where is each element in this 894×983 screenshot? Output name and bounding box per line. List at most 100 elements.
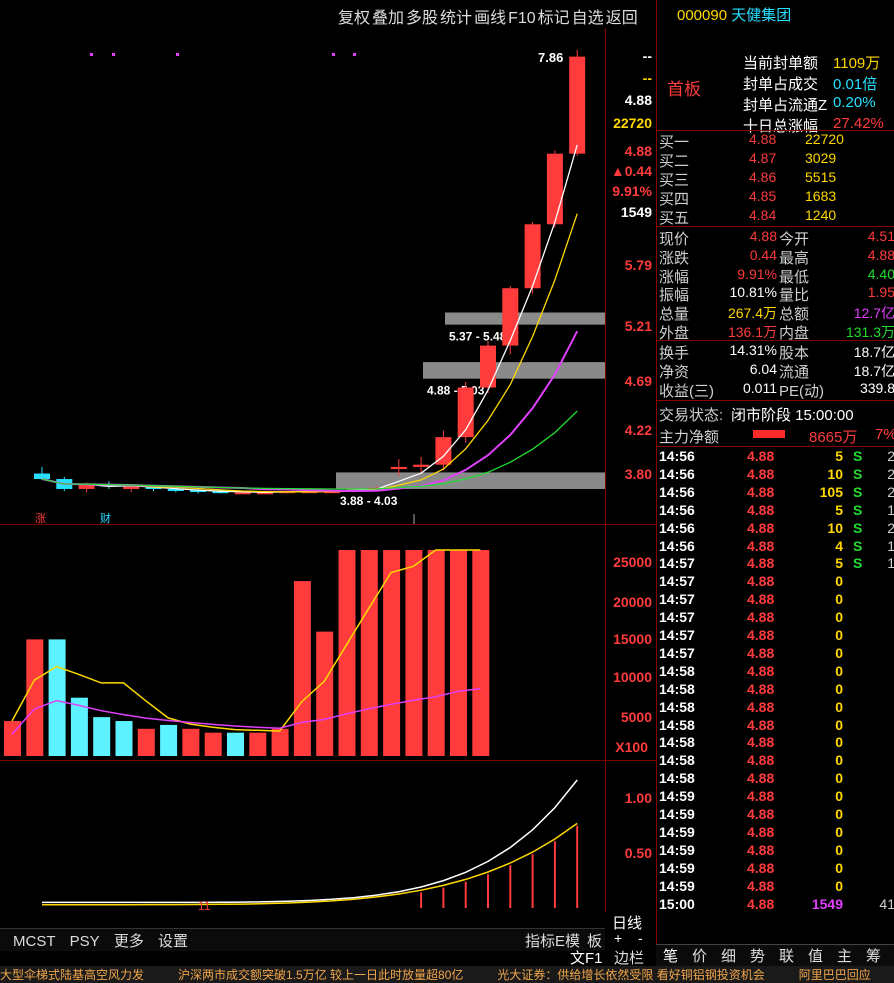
volume-bar-11[interactable] <box>249 732 267 756</box>
tab-3[interactable]: 势 <box>749 948 765 965</box>
tab-5[interactable]: 值 <box>807 948 823 965</box>
tick-time-12: 14:58 <box>659 662 695 679</box>
volume-bar-16[interactable] <box>360 550 378 756</box>
volume-bar-9[interactable] <box>204 732 222 756</box>
menu-item-3[interactable]: 统计 <box>440 10 473 27</box>
candle-7[interactable] <box>190 490 207 493</box>
tick-extra-5: 1 <box>887 537 894 554</box>
news-item-1[interactable]: 沪深两市成交额突破1.5万亿 较上一日此时放量超80亿 <box>178 968 464 982</box>
tick-price-10: 4.88 <box>747 627 775 643</box>
tick-volume-25: 1549 <box>811 895 843 912</box>
tick-row: 14:59 4.88 0 <box>657 860 894 878</box>
tick-volume-13: 0 <box>835 680 843 697</box>
volume-bar-21[interactable] <box>472 550 490 756</box>
menu-item-8[interactable]: 返回 <box>605 10 638 27</box>
tab-6[interactable]: 主 <box>836 948 852 965</box>
volume-bar-18[interactable] <box>405 550 423 756</box>
volume-bar-13[interactable] <box>293 581 311 756</box>
tab-2[interactable]: 细 <box>720 948 736 965</box>
indicator-label: 11 <box>198 899 211 912</box>
volume-bar-2[interactable] <box>48 639 66 756</box>
volume-bar-15[interactable] <box>338 550 356 756</box>
daily-label[interactable]: 日线 <box>612 915 643 932</box>
candle-20[interactable] <box>480 345 496 388</box>
tick-price-18: 4.88 <box>747 770 775 787</box>
settings-button[interactable]: 设置 <box>158 933 189 950</box>
tab-7[interactable]: 筹 <box>865 948 881 965</box>
volume-bar-1[interactable] <box>26 639 44 756</box>
volume-bar-7[interactable] <box>160 724 178 756</box>
tick-volume-14: 0 <box>835 698 843 715</box>
more-indicators-button[interactable]: 更多 <box>113 933 144 950</box>
volume-bar-10[interactable] <box>227 732 244 756</box>
candle-18[interactable] <box>435 437 452 465</box>
candle-9[interactable] <box>234 492 251 495</box>
news-item-0[interactable]: 大型伞梯式陆基高空风力发 <box>0 968 145 982</box>
tick-time-18: 14:58 <box>659 770 695 787</box>
panel-divider <box>0 760 656 761</box>
candle-24[interactable] <box>569 56 586 154</box>
indicator-tab-psy[interactable]: PSY <box>69 933 100 950</box>
news-item-2[interactable]: 光大证券：供给增长依然受限 看好铜铝钢投资机会 <box>497 968 765 982</box>
f1-tab[interactable]: 文F1 <box>570 950 603 967</box>
indicator-chart[interactable]: 11 <box>0 760 605 912</box>
candle-19[interactable] <box>457 387 474 438</box>
candle-22[interactable] <box>524 224 541 289</box>
model-button[interactable]: 模 <box>565 933 581 950</box>
volume-chart[interactable] <box>0 524 605 760</box>
tick-volume-8: 0 <box>835 591 843 608</box>
tick-price-3: 4.88 <box>747 501 775 518</box>
tab-1[interactable]: 价 <box>691 948 707 965</box>
candle-23[interactable] <box>546 153 563 225</box>
menu-item-6[interactable]: 标记 <box>537 10 570 27</box>
bid-row-0[interactable]: 买一 4.88 22720 <box>657 131 894 151</box>
volume-bar-14[interactable] <box>316 631 334 756</box>
tick-volume-15: 0 <box>835 716 843 733</box>
zoom-in-button[interactable]: + <box>614 930 623 946</box>
price-chart[interactable]: 5.37 - 5.48 4.88 - 5.03 3.88 - 4.03 7.86 涨 财 <box>0 28 605 524</box>
bid-row-3[interactable]: 买四 4.85 1683 <box>657 188 894 208</box>
zoom-out-button[interactable]: - <box>638 930 643 946</box>
tick-volume-2: 105 <box>819 483 843 500</box>
volume-bar-12[interactable] <box>271 728 289 756</box>
volume-bar-19[interactable] <box>427 550 445 756</box>
tab-4[interactable]: 联 <box>778 948 794 965</box>
seal-value-3: 27.42% <box>833 115 884 132</box>
menu-item-5[interactable]: F10 <box>508 10 536 27</box>
indicator-tab-mcst[interactable]: MCST <box>13 933 56 950</box>
tick-price-25: 4.88 <box>747 895 775 912</box>
candle-6[interactable] <box>167 488 184 491</box>
candle-17[interactable] <box>413 464 430 467</box>
volume-bar-5[interactable] <box>115 721 133 756</box>
candle-2[interactable] <box>78 484 95 489</box>
candle-8[interactable] <box>212 491 229 494</box>
tab-0[interactable]: 笔 <box>662 948 678 965</box>
indicator-e-button[interactable]: 指标E <box>525 933 566 950</box>
volume-bar-3[interactable] <box>70 697 88 756</box>
sidebar-tab[interactable]: 边栏 <box>614 950 645 967</box>
menu-item-7[interactable]: 自选 <box>571 10 604 27</box>
candle-5[interactable] <box>145 486 162 489</box>
tick-extra-0: 2 <box>887 448 894 464</box>
tick-volume-23: 0 <box>835 859 843 876</box>
bid-row-1[interactable]: 买二 4.87 3029 <box>657 150 894 170</box>
menu-item-1[interactable]: 叠加 <box>372 10 405 27</box>
menu-item-4[interactable]: 画线 <box>474 10 507 27</box>
menu-item-0[interactable]: 复权 <box>338 10 371 27</box>
candle-16[interactable] <box>390 466 407 470</box>
volume-axis: 25000 20000 15000 10000 5000 X100 <box>605 524 656 760</box>
menu-item-2[interactable]: 多股 <box>406 10 439 27</box>
bid-price-2: 4.86 <box>749 169 777 185</box>
bid-row-4[interactable]: 买五 4.84 1240 <box>657 207 894 227</box>
news-item-3[interactable]: 阿里巴巴回应 <box>798 968 871 982</box>
candle-4[interactable] <box>123 486 140 489</box>
volume-bar-20[interactable] <box>450 550 467 756</box>
candle-0[interactable] <box>34 473 50 480</box>
volume-bar-6[interactable] <box>137 728 155 756</box>
board-button[interactable]: 板 <box>587 933 603 950</box>
volume-bar-4[interactable] <box>93 717 111 756</box>
volume-bar-8[interactable] <box>182 728 200 756</box>
bid-row-2[interactable]: 买三 4.86 5515 <box>657 169 894 189</box>
candle-21[interactable] <box>502 288 519 346</box>
candle-10[interactable] <box>257 492 273 495</box>
